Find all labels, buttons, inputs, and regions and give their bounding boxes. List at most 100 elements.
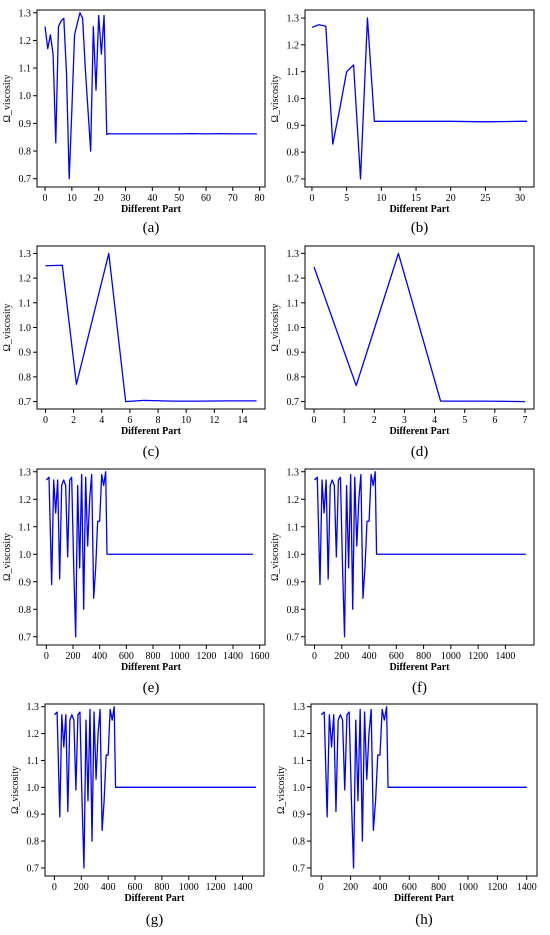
y-axis-label: Ω_viscosity [2,304,13,352]
x-axis-label: Different Part [389,662,450,673]
y-tick-label: 1.3 [293,702,306,713]
x-tick-label: 800 [416,651,431,662]
y-axis-label: Ω_viscosity [2,75,13,123]
x-tick-label: 2 [372,415,377,426]
panel-caption: (d) [411,444,429,460]
y-tick-label: 0.7 [19,174,32,185]
y-tick-label: 1.3 [19,8,32,19]
x-tick-label: 15 [411,193,421,204]
x-tick-label: 200 [343,882,358,893]
y-tick-label: 1.0 [287,94,300,105]
panel-caption: (e) [143,680,160,696]
y-tick-label: 0.7 [19,632,32,643]
y-tick-label: 0.8 [27,837,40,848]
plot-frame [36,9,266,188]
chart-panel: 0 10 20 30 40 50 60 70 80 0.7 0.8 0.9 1.0 1.1 1.2 1.3 Di… [2,8,266,236]
y-tick-label: 1.2 [287,274,300,285]
series-line [53,706,256,869]
x-tick-label: 30 [515,193,525,204]
x-tick-label: 8 [156,415,161,426]
x-tick-label: 200 [334,651,349,662]
y-tick-label: 1.3 [19,467,32,478]
y-tick-label: 1.2 [293,729,306,740]
y-axis-label: Ω_viscosity [270,75,281,123]
y-tick-label: 0.9 [287,577,300,588]
x-tick-label: 14 [237,415,247,426]
panel-caption: (f) [412,680,427,696]
y-tick-label: 1.1 [19,522,32,533]
x-tick-label: 0 [312,651,317,662]
x-tick-label: 1400 [517,882,537,893]
y-tick-label: 1.0 [287,323,300,334]
x-tick-label: 600 [119,651,134,662]
x-tick-label: 0 [319,882,324,893]
x-tick-label: 600 [389,651,404,662]
chart-panel: 0 200 400 600 800 1000 1200 1400 1600 0.7 0.8 0.9 1.… [2,467,270,696]
y-tick-label: 0.8 [293,837,306,848]
panel-caption: (c) [143,444,160,460]
x-tick-label: 1600 [250,651,270,662]
x-axis-label: Different Part [121,426,182,437]
chart-panel: 0 200 400 600 800 1000 1200 1400 0.7 0.8 0.9 1.0 1.1… [276,702,538,928]
y-tick-label: 1.0 [27,783,40,794]
y-tick-label: 1.0 [19,323,32,334]
x-tick-label: 1200 [196,651,216,662]
y-tick-label: 0.9 [19,577,32,588]
x-tick-label: 1200 [206,882,226,893]
chart-panel: 0 200 400 600 800 1000 1200 1400 0.7 0.8 0.9 1.0 1.1… [10,702,265,928]
chart-panel: 0 200 400 600 800 1000 1200 1400 0.7 0.8 0.9 1.0 1.1… [270,467,535,696]
y-tick-label: 0.9 [293,810,306,821]
x-tick-label: 70 [228,193,238,204]
x-tick-label: 60 [201,193,211,204]
y-tick-label: 0.7 [293,863,306,874]
x-tick-label: 200 [66,651,81,662]
y-tick-label: 0.9 [27,810,40,821]
x-tick-label: 1000 [179,882,199,893]
x-tick-label: 2 [71,415,76,426]
x-tick-label: 0 [43,415,48,426]
y-tick-label: 1.0 [287,550,300,561]
x-axis-label: Different Part [389,204,450,215]
y-tick-label: 0.7 [19,397,32,408]
x-tick-label: 5 [462,415,467,426]
y-tick-label: 0.8 [19,372,32,383]
x-tick-label: 1000 [170,651,190,662]
x-tick-label: 7 [522,415,527,426]
y-tick-label: 1.1 [287,298,300,309]
y-tick-label: 0.9 [287,348,300,359]
y-tick-label: 0.8 [287,372,300,383]
x-tick-label: 0 [312,415,317,426]
y-tick-label: 1.0 [19,91,32,102]
y-tick-label: 1.3 [27,702,40,713]
x-tick-label: 800 [154,882,169,893]
y-tick-label: 1.2 [287,495,300,506]
y-tick-label: 0.7 [287,174,300,185]
y-axis-label: Ω_viscosity [270,533,281,581]
y-tick-label: 0.9 [19,348,32,359]
y-tick-label: 1.1 [293,756,306,767]
y-tick-label: 1.1 [287,67,300,78]
x-tick-label: 20 [446,193,456,204]
y-tick-label: 1.3 [19,249,32,260]
plot-frame [44,703,265,877]
x-tick-label: 400 [92,651,107,662]
panel-caption: (g) [146,912,164,928]
plot-frame [304,468,535,646]
x-tick-label: 6 [492,415,497,426]
series-line [44,12,257,180]
x-tick-label: 3 [402,415,407,426]
y-tick-label: 1.2 [287,40,300,51]
y-tick-label: 1.2 [27,729,40,740]
x-tick-label: 600 [402,882,417,893]
x-tick-label: 4 [99,415,104,426]
x-tick-label: 600 [128,882,143,893]
x-tick-label: 10 [67,193,77,204]
series-line [313,252,525,403]
x-tick-label: 400 [362,651,377,662]
x-tick-label: 30 [121,193,131,204]
y-tick-label: 1.1 [19,64,32,75]
y-tick-label: 0.7 [287,397,300,408]
y-axis-label: Ω_viscosity [276,766,287,814]
x-tick-label: 1200 [487,882,507,893]
y-tick-label: 1.0 [293,783,306,794]
